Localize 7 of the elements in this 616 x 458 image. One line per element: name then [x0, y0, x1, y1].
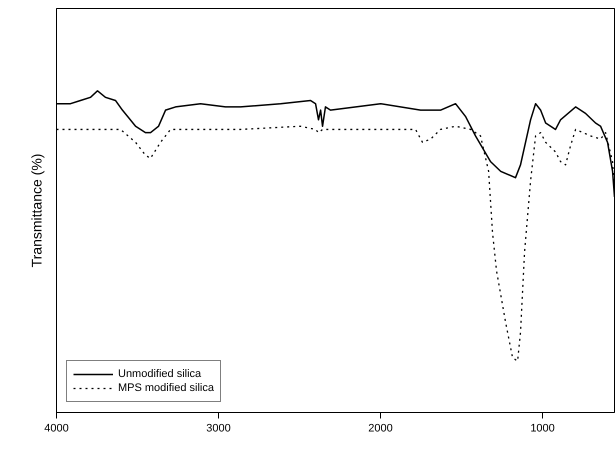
legend-label: Unmodified silica [118, 367, 202, 381]
x-tick-label: 1000 [530, 422, 555, 434]
y-axis-title: Transmittance (%) [28, 154, 44, 268]
x-tick-label: 2000 [368, 422, 393, 434]
x-tick-label: 3000 [206, 422, 231, 434]
x-tick-label: 4000 [44, 422, 69, 434]
legend-label: MPS modified silica [118, 381, 214, 395]
